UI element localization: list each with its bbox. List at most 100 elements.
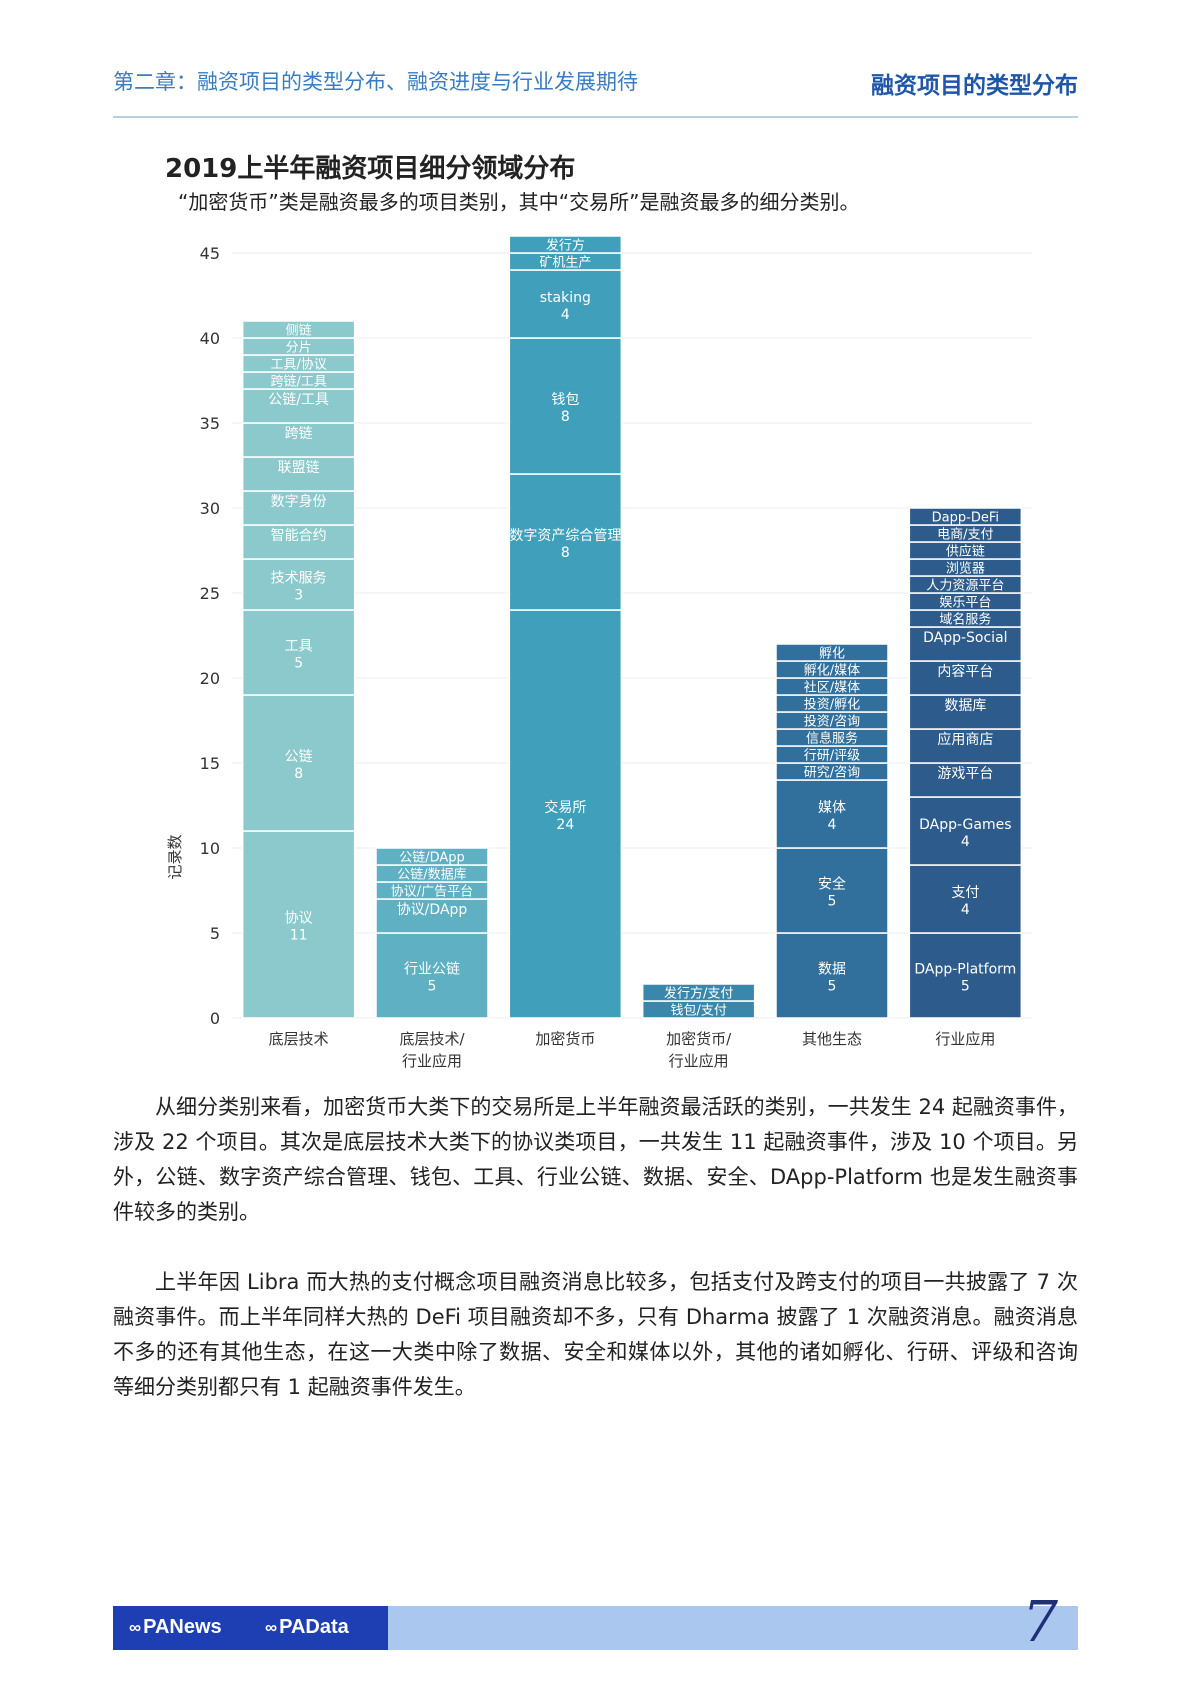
segment-value-label: 4 bbox=[961, 834, 970, 850]
segment-label: 电商/支付 bbox=[937, 528, 993, 543]
segment-label: 跨链/工具 bbox=[270, 375, 326, 390]
y-tick-label: 40 bbox=[200, 329, 220, 348]
chart-title: 2019上半年融资项目细分领域分布 bbox=[165, 154, 576, 184]
segment-label: 联盟链 bbox=[278, 460, 320, 476]
x-category-label: 底层技术 bbox=[269, 1030, 329, 1048]
segment-label: 孵化/媒体 bbox=[804, 664, 860, 679]
segment-label: 矿机生产 bbox=[539, 256, 591, 271]
bar-segment bbox=[241, 694, 356, 832]
bar-segment bbox=[508, 337, 623, 475]
segment-label: 协议/DApp bbox=[397, 902, 468, 918]
bar-segment bbox=[508, 269, 623, 339]
y-tick-label: 25 bbox=[200, 584, 220, 603]
y-tick-label: 15 bbox=[200, 754, 220, 773]
segment-label: 信息服务 bbox=[806, 731, 858, 747]
segment-value-label: 8 bbox=[561, 409, 570, 425]
y-tick-label: 45 bbox=[200, 244, 220, 263]
segment-label: 发行方/支付 bbox=[664, 986, 733, 1002]
segment-value-label: 4 bbox=[828, 817, 837, 833]
bar-segment bbox=[241, 558, 356, 611]
segment-label: 数字身份 bbox=[271, 494, 327, 510]
segment-label: DApp-Games bbox=[919, 817, 1011, 833]
segment-value-label: 11 bbox=[290, 928, 308, 944]
segment-label: 游戏平台 bbox=[937, 766, 993, 782]
segment-value-label: 5 bbox=[428, 979, 437, 995]
padata-logo: ∞ PAData bbox=[265, 1616, 349, 1639]
segment-label: 跨链 bbox=[285, 426, 313, 442]
bar-segment bbox=[241, 388, 356, 424]
segment-value-label: 5 bbox=[828, 979, 837, 995]
bar-segment bbox=[241, 609, 356, 696]
x-category-label: 加密货币/ bbox=[666, 1030, 732, 1048]
y-axis-label: 记录数 bbox=[166, 834, 184, 879]
chart-subtitle: “加密货币”类是融资最多的项目类别，其中“交易所”是融资最多的细分类别。 bbox=[178, 190, 860, 214]
bar-segment bbox=[241, 456, 356, 492]
segment-label: 工具/协议 bbox=[270, 358, 326, 373]
bar-segment bbox=[775, 847, 889, 934]
y-tick-label: 20 bbox=[200, 669, 220, 688]
segment-label: 技术服务 bbox=[271, 571, 327, 587]
segment-label: 公链 bbox=[285, 749, 313, 765]
x-category-label: 底层技术/ bbox=[399, 1030, 465, 1048]
bar-segment bbox=[908, 694, 1023, 730]
segment-label: 公链/数据库 bbox=[397, 867, 466, 883]
x-category-label: 行业应用 bbox=[669, 1052, 729, 1070]
panews-logo-icon: ∞ bbox=[129, 1618, 142, 1637]
segment-label: 研究/咨询 bbox=[804, 766, 860, 781]
page-footer: ∞ PANews ∞ PAData 7 bbox=[113, 1590, 1078, 1655]
x-category-label: 加密货币 bbox=[535, 1030, 595, 1048]
segment-label: staking bbox=[540, 290, 591, 306]
section-title: 融资项目的类型分布 bbox=[871, 73, 1078, 99]
segment-label: 支付 bbox=[951, 885, 979, 901]
segment-label: 孵化 bbox=[819, 647, 845, 662]
segment-label: 数据库 bbox=[944, 698, 986, 714]
segment-value-label: 4 bbox=[961, 902, 970, 918]
segment-value-label: 8 bbox=[561, 545, 570, 561]
segment-label: 娱乐平台 bbox=[939, 596, 991, 611]
bar-segment bbox=[775, 932, 889, 1019]
bar-segment bbox=[508, 609, 623, 1019]
bar-segment bbox=[908, 796, 1023, 866]
padata-logo-icon: ∞ bbox=[265, 1618, 278, 1637]
bar-segment bbox=[508, 473, 623, 611]
bar-segment bbox=[775, 643, 889, 662]
y-tick-label: 0 bbox=[210, 1009, 220, 1028]
segment-label: 域名服务 bbox=[939, 612, 991, 628]
stacked-bar-chart: 051015202530354045记录数协议11公链8工具5技术服务3智能合约… bbox=[166, 236, 1032, 1070]
segment-label: 分片 bbox=[286, 341, 312, 356]
body-paragraph-2: 上半年因 Libra 而大热的支付概念项目融资消息比较多，包括支付及跨支付的项目… bbox=[113, 1270, 1078, 1399]
segment-label: 协议/广告平台 bbox=[391, 885, 473, 900]
segment-value-label: 5 bbox=[294, 656, 303, 672]
y-tick-label: 10 bbox=[200, 839, 220, 858]
segment-value-label: 24 bbox=[556, 817, 574, 833]
footer-logo-panel: ∞ PANews ∞ PAData bbox=[113, 1606, 388, 1650]
segment-label: 供应链 bbox=[946, 544, 985, 560]
segment-label: Dapp-DeFi bbox=[932, 511, 999, 526]
page-header: 第二章：融资项目的类型分布、融资进度与行业发展期待 融资项目的类型分布 bbox=[113, 64, 1078, 118]
segment-label: 公链/DApp bbox=[399, 851, 465, 866]
segment-label: 行业公链 bbox=[404, 962, 460, 978]
bar-segment bbox=[241, 524, 356, 560]
segment-value-label: 8 bbox=[294, 766, 303, 782]
bar-segment bbox=[508, 236, 623, 254]
segment-label: DApp-Platform bbox=[914, 962, 1016, 978]
segment-value-label: 4 bbox=[561, 307, 570, 323]
segment-label: 交易所 bbox=[544, 799, 586, 816]
x-category-label: 其他生态 bbox=[802, 1030, 862, 1048]
segment-label: 浏览器 bbox=[946, 561, 985, 577]
bar-segment bbox=[241, 490, 356, 526]
segment-label: 协议 bbox=[285, 911, 313, 927]
segment-label: 内容平台 bbox=[937, 663, 993, 680]
y-tick-label: 5 bbox=[210, 924, 220, 943]
segment-label: 人力资源平台 bbox=[926, 579, 1004, 594]
segment-label: 应用商店 bbox=[937, 731, 993, 748]
bar-segment bbox=[908, 626, 1023, 662]
bar-segment bbox=[241, 422, 356, 458]
segment-value-label: 5 bbox=[961, 979, 970, 995]
segment-label: 公链/工具 bbox=[268, 392, 329, 408]
segment-label: 数字资产综合管理 bbox=[509, 528, 621, 544]
x-category-label: 行业应用 bbox=[935, 1030, 995, 1048]
segment-label: 社区/媒体 bbox=[804, 680, 860, 696]
segment-label: 行研/评级 bbox=[804, 749, 860, 764]
bar-segment bbox=[241, 320, 356, 339]
